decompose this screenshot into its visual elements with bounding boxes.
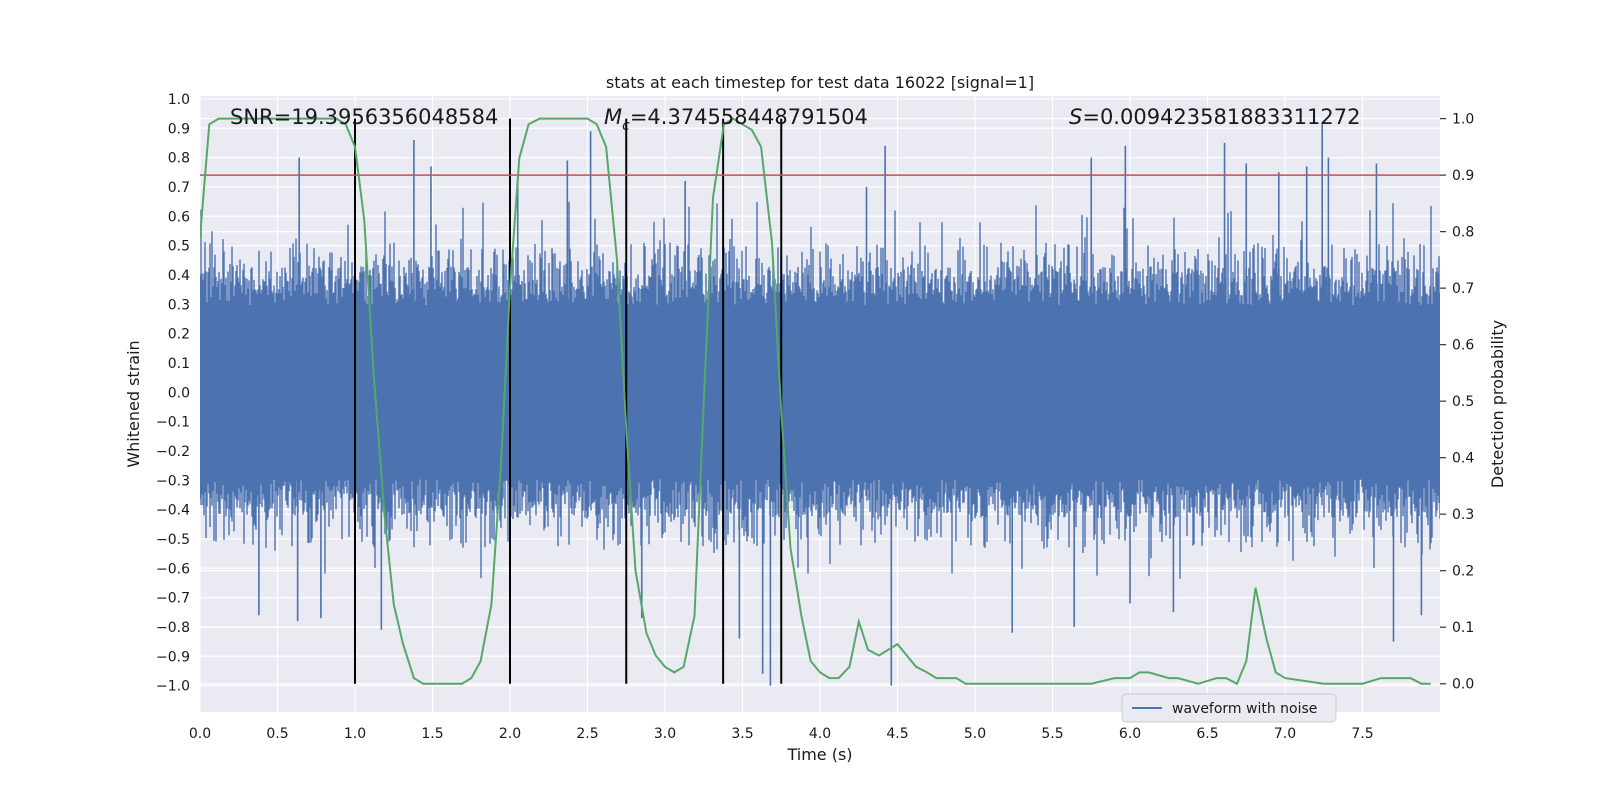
right-tick-label-6: 0.6 — [1452, 338, 1474, 354]
left-tick-label-11: −0.1 — [156, 415, 190, 431]
left-tick-label-19: −0.9 — [156, 649, 190, 665]
legend-box — [1121, 693, 1337, 723]
chirp-mass-symbol: M — [604, 105, 622, 129]
x-axis-ticks: 0.0 0.5 1.0 1.5 2.0 2.5 3.0 3.5 4.0 4.5 5.0 5.5 6.0 6… — [189, 726, 1374, 742]
left-tick-label-3: 0.7 — [168, 180, 190, 196]
left-tick-label-8: 0.2 — [168, 327, 190, 343]
left-tick-label-10: 0.0 — [168, 385, 190, 401]
chirp-mass-value: =4.374558448791504 — [630, 105, 868, 129]
left-tick-label-17: −0.7 — [156, 591, 190, 607]
x-axis-label: Time (s) — [786, 745, 852, 764]
probability-line — [200, 117, 1431, 686]
left-tick-label-1: 0.9 — [168, 121, 190, 137]
left-tick-label-4: 0.6 — [168, 209, 190, 225]
spin-symbol: S — [1069, 105, 1082, 129]
right-tick-label-10: 1.0 — [1452, 112, 1474, 128]
right-tick-label-1: 0.1 — [1452, 620, 1474, 636]
right-tick-label-3: 0.3 — [1452, 507, 1474, 523]
legend: waveform with noise — [1121, 693, 1337, 723]
x-tick-label-12: 6.0 — [1119, 726, 1141, 742]
left-tick-label-5: 0.5 — [168, 239, 190, 255]
left-tick-label-7: 0.3 — [168, 297, 190, 313]
left-tick-label-2: 0.8 — [168, 151, 190, 167]
left-tick-label-9: 0.1 — [168, 356, 190, 372]
left-tick-label-12: −0.2 — [156, 444, 190, 460]
x-tick-label-1: 0.5 — [266, 726, 288, 742]
chirp-mass-annotation: Mc=4.374558448791504 — [604, 105, 868, 134]
right-tick-label-2: 0.2 — [1452, 564, 1474, 580]
waveform-trace — [200, 201, 1440, 579]
right-tick-label-7: 0.7 — [1452, 281, 1474, 297]
right-tick-label-5: 0.5 — [1452, 394, 1474, 410]
left-axis-ticks: 1.0 0.9 0.8 0.7 0.6 0.5 0.4 0.3 0.2 0.1 0.0 −0.1 −0.… — [156, 92, 190, 695]
vertical-markers — [354, 118, 783, 684]
left-tick-label-15: −0.5 — [156, 532, 190, 548]
left-tick-label-0: 1.0 — [168, 92, 190, 108]
x-tick-label-4: 2.0 — [499, 726, 521, 742]
left-tick-label-20: −1.0 — [156, 679, 190, 695]
x-tick-label-15: 7.5 — [1351, 726, 1373, 742]
x-tick-label-3: 1.5 — [421, 726, 443, 742]
x-tick-label-0: 0.0 — [189, 726, 211, 742]
right-tick-label-0: 0.0 — [1452, 677, 1474, 693]
right-axis-ticks: 0.0 0.1 0.2 0.3 0.4 0.5 0.6 0.7 0.8 0.9 1.0 — [1440, 112, 1474, 693]
left-tick-label-16: −0.6 — [156, 561, 190, 577]
x-tick-label-7: 3.5 — [731, 726, 753, 742]
left-tick-label-18: −0.8 — [156, 620, 190, 636]
x-tick-label-2: 1.0 — [344, 726, 366, 742]
legend-label: waveform with noise — [1172, 701, 1317, 717]
x-tick-label-6: 3.0 — [654, 726, 676, 742]
right-tick-label-9: 0.9 — [1452, 168, 1474, 184]
left-tick-label-14: −0.4 — [156, 503, 190, 519]
left-tick-label-13: −0.3 — [156, 473, 190, 489]
snr-annotation: SNR=19.3956356048584 — [230, 105, 498, 129]
x-tick-label-8: 4.0 — [809, 726, 831, 742]
spin-annotation: S=0.009423581883311272 — [1069, 105, 1360, 129]
right-tick-label-8: 0.8 — [1452, 225, 1474, 241]
x-tick-label-9: 4.5 — [886, 726, 908, 742]
spin-value: =0.009423581883311272 — [1082, 105, 1360, 129]
left-axis-label: Whitened strain — [124, 340, 143, 467]
x-tick-label-5: 2.5 — [576, 726, 598, 742]
chart-title: stats at each timestep for test data 160… — [606, 73, 1034, 92]
x-tick-label-10: 5.0 — [964, 726, 986, 742]
waveform-series — [200, 122, 1440, 686]
chirp-mass-subscript: c — [622, 118, 630, 134]
x-tick-label-13: 6.5 — [1196, 726, 1218, 742]
left-tick-label-6: 0.4 — [168, 268, 190, 284]
right-tick-label-4: 0.4 — [1452, 451, 1474, 467]
right-axis-label: Detection probability — [1488, 320, 1507, 488]
x-tick-label-11: 5.5 — [1041, 726, 1063, 742]
x-tick-label-14: 7.0 — [1274, 726, 1296, 742]
